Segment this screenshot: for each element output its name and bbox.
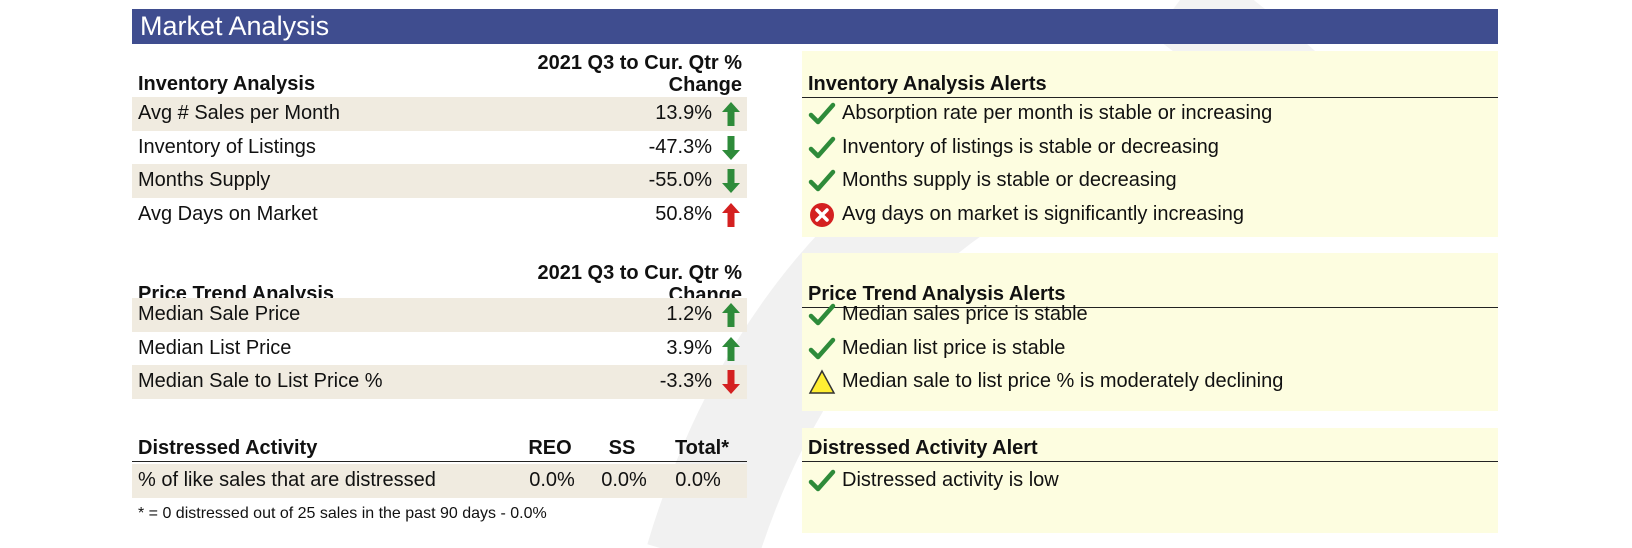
error-icon: [808, 201, 836, 229]
title-bar: Market Analysis: [132, 9, 1498, 44]
price-alerts-title: Price Trend Analysis Alerts: [808, 283, 1066, 305]
check-icon: [808, 167, 836, 195]
distressed-rule: [132, 461, 747, 462]
arrow-down-icon: [721, 135, 741, 161]
inventory-change-header: 2021 Q3 to Cur. Qtr % Change: [537, 52, 742, 96]
inventory-alert-text: Absorption rate per month is stable or i…: [842, 102, 1273, 124]
inventory-row-label: Avg # Sales per Month: [138, 102, 340, 124]
inventory-alert-item: Absorption rate per month is stable or i…: [802, 97, 1498, 131]
inventory-alerts-rule: [802, 97, 1498, 98]
inventory-row-value: -47.3%: [648, 135, 712, 158]
distressed-alert-text: Distressed activity is low: [842, 469, 1059, 491]
price-row-label: Median Sale to List Price %: [138, 370, 383, 392]
ss-value: 0.0%: [601, 469, 647, 491]
inventory-row: Inventory of Listings -47.3%: [132, 131, 747, 165]
check-icon: [808, 134, 836, 162]
reo-value: 0.0%: [529, 469, 575, 491]
footnote: * = 0 distressed out of 25 sales in the …: [138, 505, 547, 522]
total-column-header: Total*: [674, 437, 730, 459]
price-alert-item: Median list price is stable: [802, 332, 1498, 366]
price-row: Median List Price 3.9%: [132, 332, 747, 366]
inventory-alert-item: Avg days on market is significantly incr…: [802, 198, 1498, 232]
inventory-alerts-panel: [802, 51, 1498, 237]
price-alert-text: Median sale to list price % is moderatel…: [842, 370, 1284, 392]
price-row-value: 3.9%: [666, 336, 712, 359]
price-row-value: -3.3%: [659, 370, 712, 392]
distressed-alert-rule: [802, 461, 1498, 462]
price-alert-text: Median sales price is stable: [842, 303, 1088, 325]
inventory-row-value: -55.0%: [648, 169, 712, 191]
inventory-row-label: Inventory of Listings: [138, 135, 316, 158]
arrow-up-icon: [721, 202, 741, 228]
inventory-row-label: Months Supply: [138, 169, 271, 191]
arrow-up-icon: [721, 336, 741, 362]
inventory-alert-text: Avg days on market is significantly incr…: [842, 202, 1245, 225]
check-icon: [808, 100, 836, 128]
warning-icon: [808, 368, 836, 396]
distressed-section-title: Distressed Activity: [138, 437, 318, 459]
inventory-alert-text: Inventory of listings is stable or decre…: [842, 135, 1219, 158]
inventory-row: Avg # Sales per Month 13.9%: [132, 97, 747, 131]
arrow-down-icon: [721, 168, 741, 194]
distressed-alert-item: Distressed activity is low: [802, 464, 1498, 498]
arrow-down-icon: [721, 369, 741, 395]
check-icon: [808, 301, 836, 329]
price-alert-text: Median list price is stable: [842, 336, 1066, 359]
inventory-alerts-title: Inventory Analysis Alerts: [808, 73, 1047, 95]
price-alert-item: Median sale to list price % is moderatel…: [802, 365, 1498, 399]
distressed-row-label: % of like sales that are distressed: [138, 469, 436, 491]
inventory-alert-item: Inventory of listings is stable or decre…: [802, 131, 1498, 165]
arrow-up-icon: [721, 302, 741, 328]
price-row-value: 1.2%: [666, 303, 712, 325]
price-row: Median Sale to List Price % -3.3%: [132, 365, 747, 399]
distressed-alert-panel: [802, 428, 1498, 533]
inventory-row-value: 50.8%: [655, 202, 712, 225]
check-icon: [808, 467, 836, 495]
page-title: Market Analysis: [140, 11, 330, 41]
price-alerts-rule: [802, 307, 1498, 308]
inventory-row-label: Avg Days on Market: [138, 202, 318, 225]
inventory-section-title: Inventory Analysis: [138, 73, 316, 95]
inventory-alert-text: Months supply is stable or decreasing: [842, 169, 1177, 191]
inventory-alert-item: Months supply is stable or decreasing: [802, 164, 1498, 198]
inventory-row-value: 13.9%: [655, 102, 712, 124]
price-row-label: Median Sale Price: [138, 303, 301, 325]
ss-column-header: SS: [608, 437, 636, 459]
inventory-row: Months Supply -55.0%: [132, 164, 747, 198]
inventory-row: Avg Days on Market 50.8%: [132, 198, 747, 232]
reo-column-header: REO: [528, 437, 572, 459]
check-icon: [808, 335, 836, 363]
price-row-label: Median List Price: [138, 336, 292, 359]
distressed-row: % of like sales that are distressed: [132, 464, 747, 498]
distressed-alert-title: Distressed Activity Alert: [808, 437, 1038, 459]
price-alert-item: Median sales price is stable: [802, 298, 1498, 332]
total-value: 0.0%: [675, 469, 721, 491]
arrow-up-icon: [721, 101, 741, 127]
price-alerts-panel: [802, 253, 1498, 411]
price-row: Median Sale Price 1.2%: [132, 298, 747, 332]
